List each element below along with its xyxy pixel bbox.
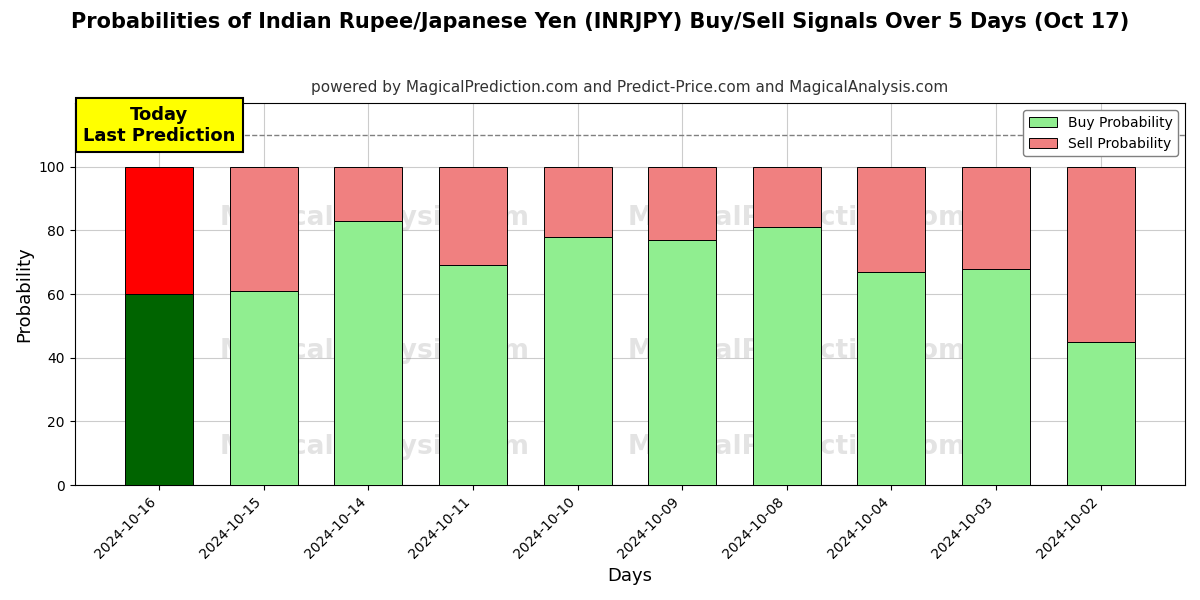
Bar (439, 265, 506, 485)
Bar (857, 272, 925, 485)
Bar (229, 291, 298, 485)
Bar (857, 167, 925, 272)
Bar (439, 167, 506, 265)
Bar (648, 240, 716, 485)
Bar (335, 221, 402, 485)
Bar (752, 167, 821, 227)
Title: powered by MagicalPrediction.com and Predict-Price.com and MagicalAnalysis.com: powered by MagicalPrediction.com and Pre… (311, 80, 948, 95)
Text: MagicalPrediction.com: MagicalPrediction.com (628, 338, 966, 364)
Y-axis label: Probability: Probability (16, 246, 34, 342)
Text: MagicalAnalysis.com: MagicalAnalysis.com (220, 434, 529, 460)
Bar (962, 167, 1030, 269)
Bar (125, 294, 193, 485)
Bar (544, 237, 612, 485)
Text: MagicalPrediction.com: MagicalPrediction.com (628, 205, 966, 231)
Bar (125, 167, 193, 294)
Legend: Buy Probability, Sell Probability: Buy Probability, Sell Probability (1024, 110, 1178, 156)
Bar (544, 167, 612, 237)
Bar (752, 227, 821, 485)
Bar (229, 167, 298, 291)
Bar (1067, 167, 1134, 342)
Text: Today
Last Prediction: Today Last Prediction (83, 106, 235, 145)
Text: MagicalPrediction.com: MagicalPrediction.com (628, 434, 966, 460)
Bar (648, 167, 716, 240)
X-axis label: Days: Days (607, 567, 653, 585)
Bar (335, 167, 402, 221)
Text: MagicalAnalysis.com: MagicalAnalysis.com (220, 338, 529, 364)
Text: Probabilities of Indian Rupee/Japanese Yen (INRJPY) Buy/Sell Signals Over 5 Days: Probabilities of Indian Rupee/Japanese Y… (71, 12, 1129, 32)
Bar (962, 269, 1030, 485)
Text: MagicalAnalysis.com: MagicalAnalysis.com (220, 205, 529, 231)
Bar (1067, 342, 1134, 485)
